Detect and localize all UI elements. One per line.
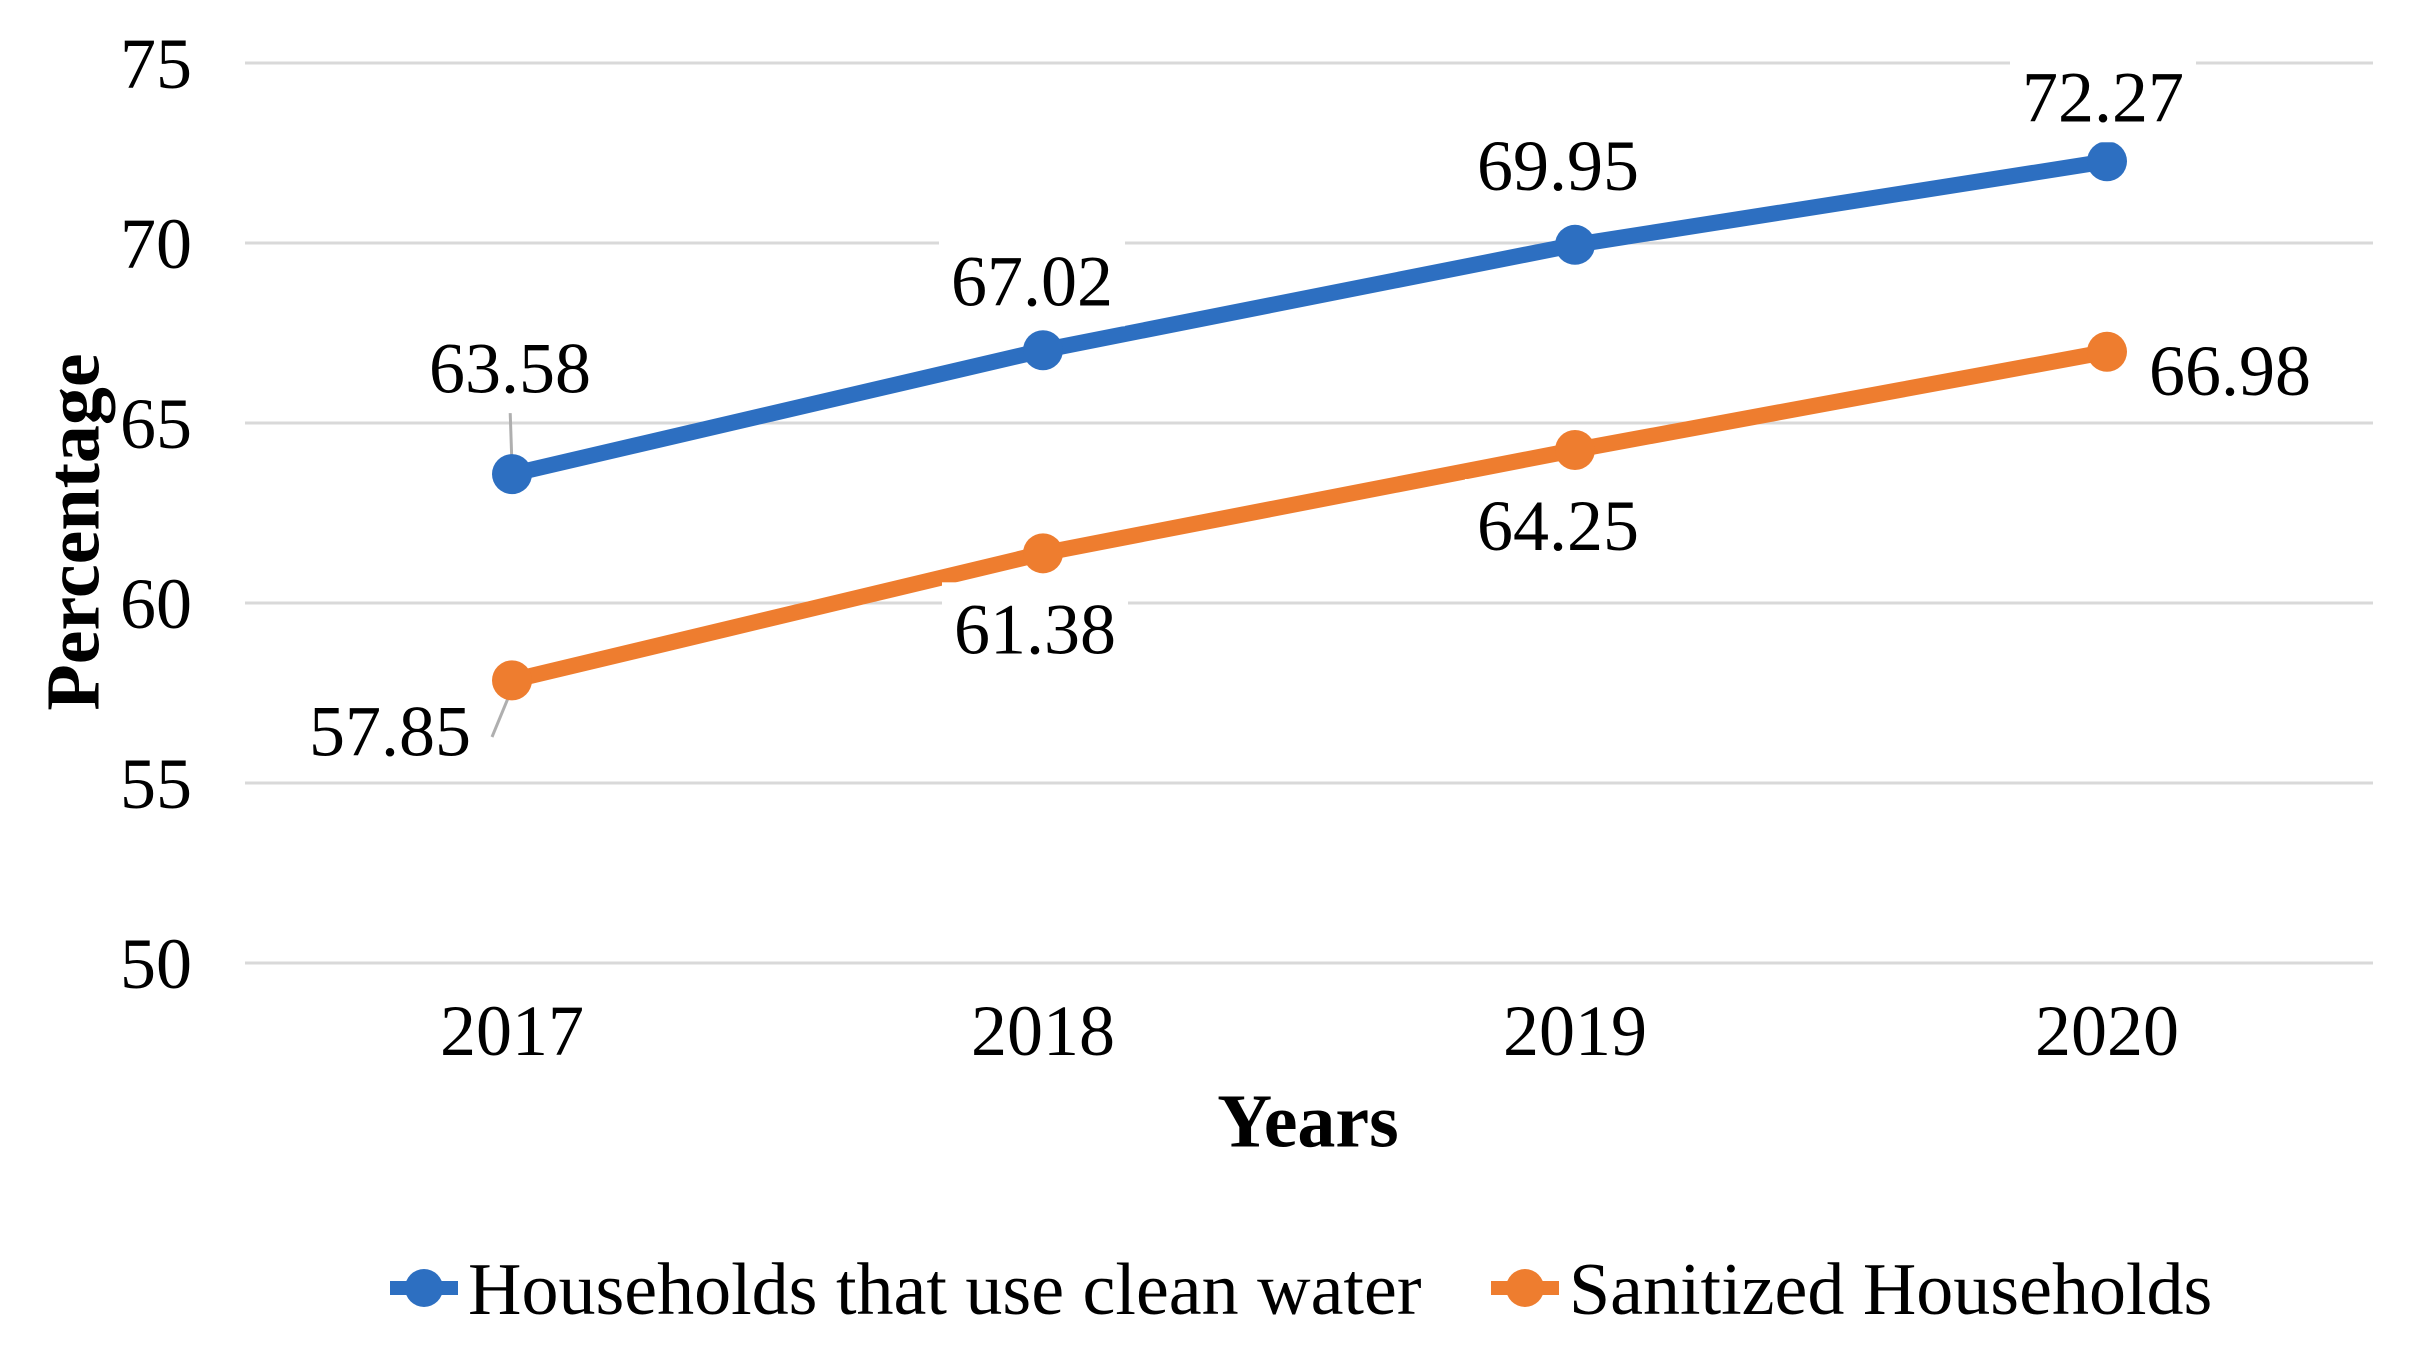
data-label-background [939,234,1125,327]
data-point-marker [492,454,532,495]
data-label-background [942,582,1128,675]
data-label-background [2137,323,2323,416]
data-label: 72.27 [2022,57,2184,137]
series-line [504,153,2115,483]
data-label-group: 67.02 [939,234,1125,327]
data-label-group: 72.27 [2010,50,2196,143]
data-labels: 63.58 67.02 69.95 72.27 57.85 61.38 64.25 66.98 [297,50,2323,777]
legend: Households that use clean water Sanitized… [390,1249,2212,1331]
data-label-background [1465,118,1651,211]
data-label-group: 63.58 [417,321,603,414]
legend-marker [405,1269,443,1307]
data-label-group: 61.38 [942,582,1128,675]
x-tick-label: 2019 [1503,991,1647,1071]
y-tick-label: 60 [120,564,192,644]
data-label-background [1465,479,1651,571]
series-lines [492,141,2127,701]
y-tick-label: 75 [120,24,192,104]
y-tick-label: 65 [120,384,192,464]
data-label-group: 66.98 [2137,323,2323,416]
y-axis-title: Percentage [32,353,116,710]
data-label-group: 64.25 [1465,479,1651,571]
legend-label: Households that use clean water [468,1249,1421,1331]
y-axis-tick-labels: 50 55 60 65 70 75 [120,24,192,1004]
data-label-group: 57.85 [297,684,483,777]
y-tick-label: 50 [120,924,192,1004]
data-label: 67.02 [951,241,1113,321]
data-label: 57.85 [309,692,471,772]
y-tick-label: 55 [120,744,192,824]
data-label-background [417,321,603,414]
data-point-marker [492,660,532,701]
gridlines [245,61,2373,965]
x-tick-label: 2020 [2035,991,2179,1071]
data-label: 66.98 [2149,331,2311,411]
data-point-marker [1555,224,1595,265]
x-axis-title: Years [1217,1080,1399,1164]
data-label: 64.25 [1477,486,1639,566]
legend-label: Sanitized Households [1569,1249,2212,1331]
data-label-group: 69.95 [1465,118,1651,211]
data-point-marker [2087,331,2127,372]
data-point-marker [1023,330,1063,371]
y-tick-label: 70 [120,204,192,284]
data-label: 61.38 [954,590,1116,670]
data-label: 69.95 [1477,126,1639,206]
legend-marker [1506,1269,1544,1307]
x-tick-label: 2017 [440,991,584,1071]
x-tick-label: 2018 [971,991,1115,1071]
data-point-marker [1023,533,1063,574]
data-label-background [297,684,483,777]
data-label: 63.58 [429,328,591,408]
data-label-background [2010,50,2196,143]
x-axis-tick-labels: 2017 2018 2019 2020 [440,991,2179,1071]
data-point-marker [1555,430,1595,470]
series-line [504,343,2115,689]
data-point-marker [2087,141,2127,182]
